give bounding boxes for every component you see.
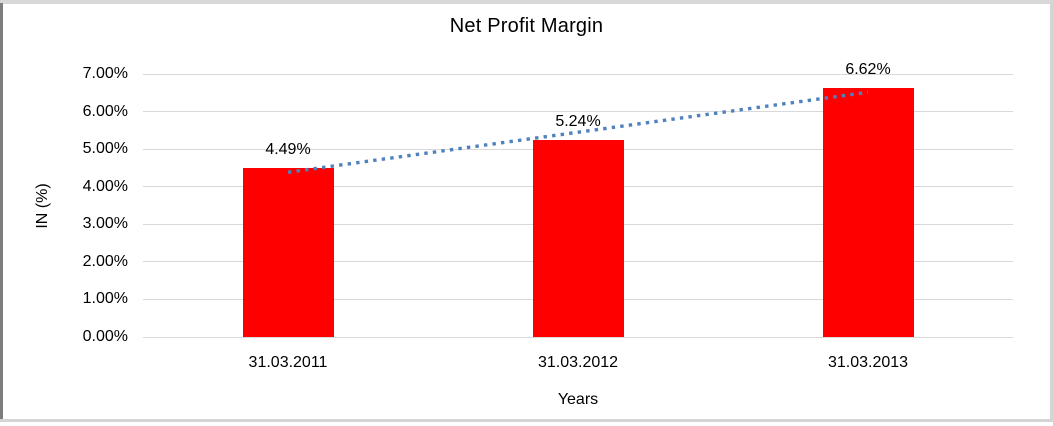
- y-tick-label: 3.00%: [82, 215, 128, 233]
- bar-value-label: 4.49%: [265, 141, 311, 159]
- gridline: [143, 336, 1013, 338]
- frame-border-right: [1050, 3, 1053, 422]
- y-tick-label: 1.00%: [82, 290, 128, 308]
- frame-border-left: [0, 3, 3, 422]
- trendline: [287, 90, 869, 174]
- y-tick-label: 2.00%: [82, 252, 128, 270]
- bar-31.03.2012: [532, 140, 624, 337]
- bar-31.03.2013: [822, 88, 914, 337]
- y-tick-label: 7.00%: [82, 65, 128, 82]
- x-tick-label: 31.03.2012: [537, 354, 619, 371]
- x-tick-label: 31.03.2013: [827, 354, 909, 371]
- gridline: [143, 111, 1013, 113]
- chart-title: Net Profit Margin: [449, 15, 604, 37]
- y-tick-label: 4.00%: [82, 177, 128, 195]
- frame-border-bottom: [0, 419, 1053, 422]
- bar-31.03.2011: [242, 168, 334, 337]
- y-tick-label: 0.00%: [82, 328, 128, 345]
- y-tick-label: 6.00%: [82, 102, 128, 120]
- y-tick-label: 5.00%: [82, 140, 128, 158]
- x-tick-label: 31.03.2011: [248, 354, 328, 371]
- x-axis-title: Years: [557, 391, 599, 408]
- frame-border-top: [0, 0, 1053, 4]
- gridline: [143, 73, 1013, 75]
- trendline-path: [287, 90, 869, 174]
- bar-value-label: 6.62%: [845, 61, 891, 79]
- bar-value-label: 5.24%: [555, 113, 601, 131]
